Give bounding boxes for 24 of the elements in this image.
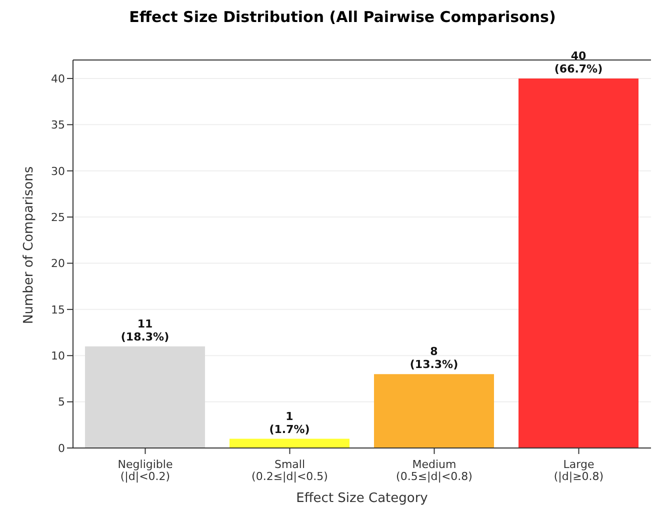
y-tick-label: 35 (51, 118, 65, 132)
y-tick-label: 15 (51, 303, 65, 316)
y-tick-label: 30 (51, 164, 65, 178)
y-axis-title: Number of Comparisons (22, 166, 37, 324)
x-axis-title: Effect Size Category (296, 491, 428, 506)
x-tick-label: Negligible (|d|<0.2) (118, 458, 173, 483)
data-label: 11 (18.3%) (120, 317, 170, 344)
chart-title: Effect Size Distribution (All Pairwise Comparisons) (128, 8, 557, 28)
y-tick-label: 5 (58, 396, 65, 409)
y-tick-label: 0 (58, 442, 65, 455)
bar (374, 374, 494, 448)
data-label: 8 (13.3%) (410, 345, 458, 372)
y-tick-label: 20 (51, 257, 65, 270)
x-tick-label: Small (0.2≤|d|<0.5) (252, 458, 328, 483)
data-label: 40 (66.7%) (554, 49, 603, 76)
y-tick-label: 25 (51, 210, 65, 224)
bar (230, 438, 350, 448)
bar (518, 78, 638, 448)
y-tick-label: 40 (51, 72, 65, 86)
x-tick-label: Large (|d|≥0.8) (554, 458, 604, 483)
y-tick-label: 10 (51, 350, 65, 363)
x-tick-label: Medium (0.5≤|d|<0.8) (396, 458, 472, 483)
data-label: 1 (1.7%) (269, 410, 310, 436)
bar (85, 346, 205, 448)
